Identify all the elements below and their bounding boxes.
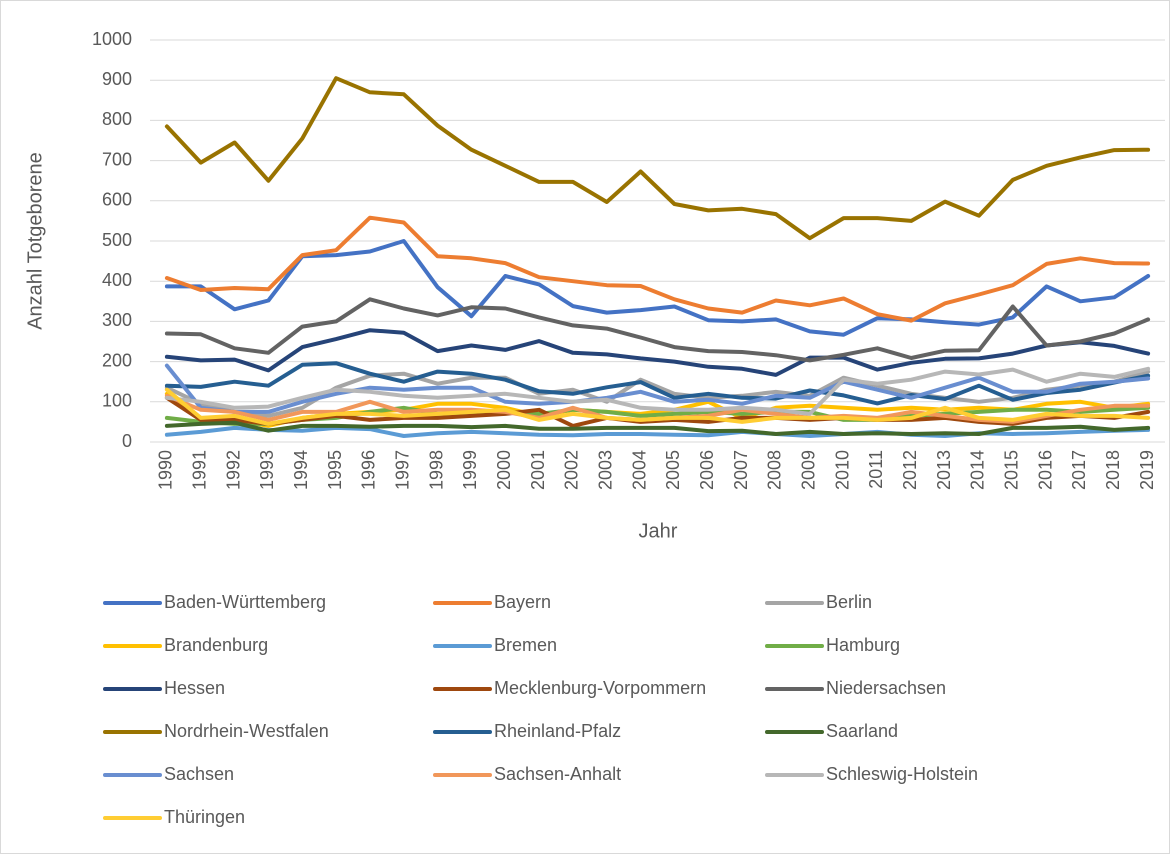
x-tick-label: 1992 xyxy=(223,450,243,490)
x-tick-label: 2002 xyxy=(562,450,582,490)
y-tick-label: 600 xyxy=(102,190,132,210)
series-line xyxy=(164,297,1151,363)
legend-label: Bremen xyxy=(494,635,557,655)
x-tick-label: 1994 xyxy=(291,450,311,490)
x-tick-label: 2005 xyxy=(663,450,683,490)
x-tick-label: 1990 xyxy=(156,450,176,490)
y-tick-label: 0 xyxy=(122,431,132,451)
x-tick-label: 1996 xyxy=(359,450,379,490)
y-tick-label: 800 xyxy=(102,109,132,129)
x-tick-label: 1997 xyxy=(393,450,413,490)
legend-label: Saarland xyxy=(826,721,898,741)
legend-label: Sachsen-Anhalt xyxy=(494,764,621,784)
y-tick-label: 300 xyxy=(102,310,132,330)
legend-label: Sachsen xyxy=(164,764,234,784)
x-tick-label: 2012 xyxy=(900,450,920,490)
x-tick-label: 2009 xyxy=(799,450,819,490)
x-tick-label: 2000 xyxy=(494,450,514,490)
x-tick-label: 1993 xyxy=(257,450,277,490)
legend-label: Baden-Württemberg xyxy=(164,592,326,612)
y-tick-label: 200 xyxy=(102,350,132,370)
legend-label: Schleswig-Holstein xyxy=(826,764,978,784)
series-line xyxy=(164,239,1151,337)
y-tick-label: 700 xyxy=(102,149,132,169)
series-line xyxy=(164,76,1151,241)
legend-label: Nordrhein-Westfalen xyxy=(164,721,329,741)
legend-label: Berlin xyxy=(826,592,872,612)
x-tick-label: 2011 xyxy=(866,450,886,489)
legend-label: Niedersachsen xyxy=(826,678,946,698)
series-line xyxy=(164,363,1151,414)
x-tick-label: 2003 xyxy=(596,450,616,490)
x-tick-label: 2007 xyxy=(731,450,751,490)
y-tick-label: 900 xyxy=(102,69,132,89)
series-line xyxy=(164,387,1151,426)
y-tick-label: 400 xyxy=(102,270,132,290)
x-tick-label: 2001 xyxy=(528,450,548,490)
x-tick-label: 2018 xyxy=(1103,450,1123,490)
x-tick-label: 2016 xyxy=(1035,450,1055,490)
x-tick-label: 2006 xyxy=(697,450,717,490)
legend-label: Rheinland-Pfalz xyxy=(494,721,621,741)
x-tick-label: 1991 xyxy=(190,450,210,490)
series-line xyxy=(164,215,1151,323)
series-line xyxy=(164,420,1151,436)
y-tick-label: 500 xyxy=(102,230,132,250)
x-tick-label: 2017 xyxy=(1069,450,1089,490)
legend-label: Brandenburg xyxy=(164,635,268,655)
y-axis-title: Anzahl Totgeborene xyxy=(24,152,46,330)
x-tick-label: 2019 xyxy=(1137,450,1157,490)
legend-label: Hessen xyxy=(164,678,225,698)
legend-label: Thüringen xyxy=(164,807,245,827)
x-tick-label: 2004 xyxy=(629,450,649,490)
x-tick-label: 2014 xyxy=(968,450,988,490)
legend-label: Bayern xyxy=(494,592,551,612)
legend-label: Hamburg xyxy=(826,635,900,655)
y-tick-label: 100 xyxy=(102,391,132,411)
x-tick-label: 2015 xyxy=(1002,450,1022,490)
x-axis-title: Jahr xyxy=(639,520,678,542)
series-line xyxy=(164,366,1151,416)
x-tick-label: 1998 xyxy=(426,450,446,490)
series-line xyxy=(164,328,1151,377)
x-tick-label: 1999 xyxy=(460,450,480,490)
legend-label: Mecklenburg-Vorpommern xyxy=(494,678,706,698)
x-tick-label: 2013 xyxy=(934,450,954,490)
x-tick-label: 1995 xyxy=(325,450,345,490)
x-tick-label: 2010 xyxy=(832,450,852,490)
y-tick-label: 1000 xyxy=(92,29,132,49)
series-line xyxy=(164,361,1151,406)
x-tick-label: 2008 xyxy=(765,450,785,490)
